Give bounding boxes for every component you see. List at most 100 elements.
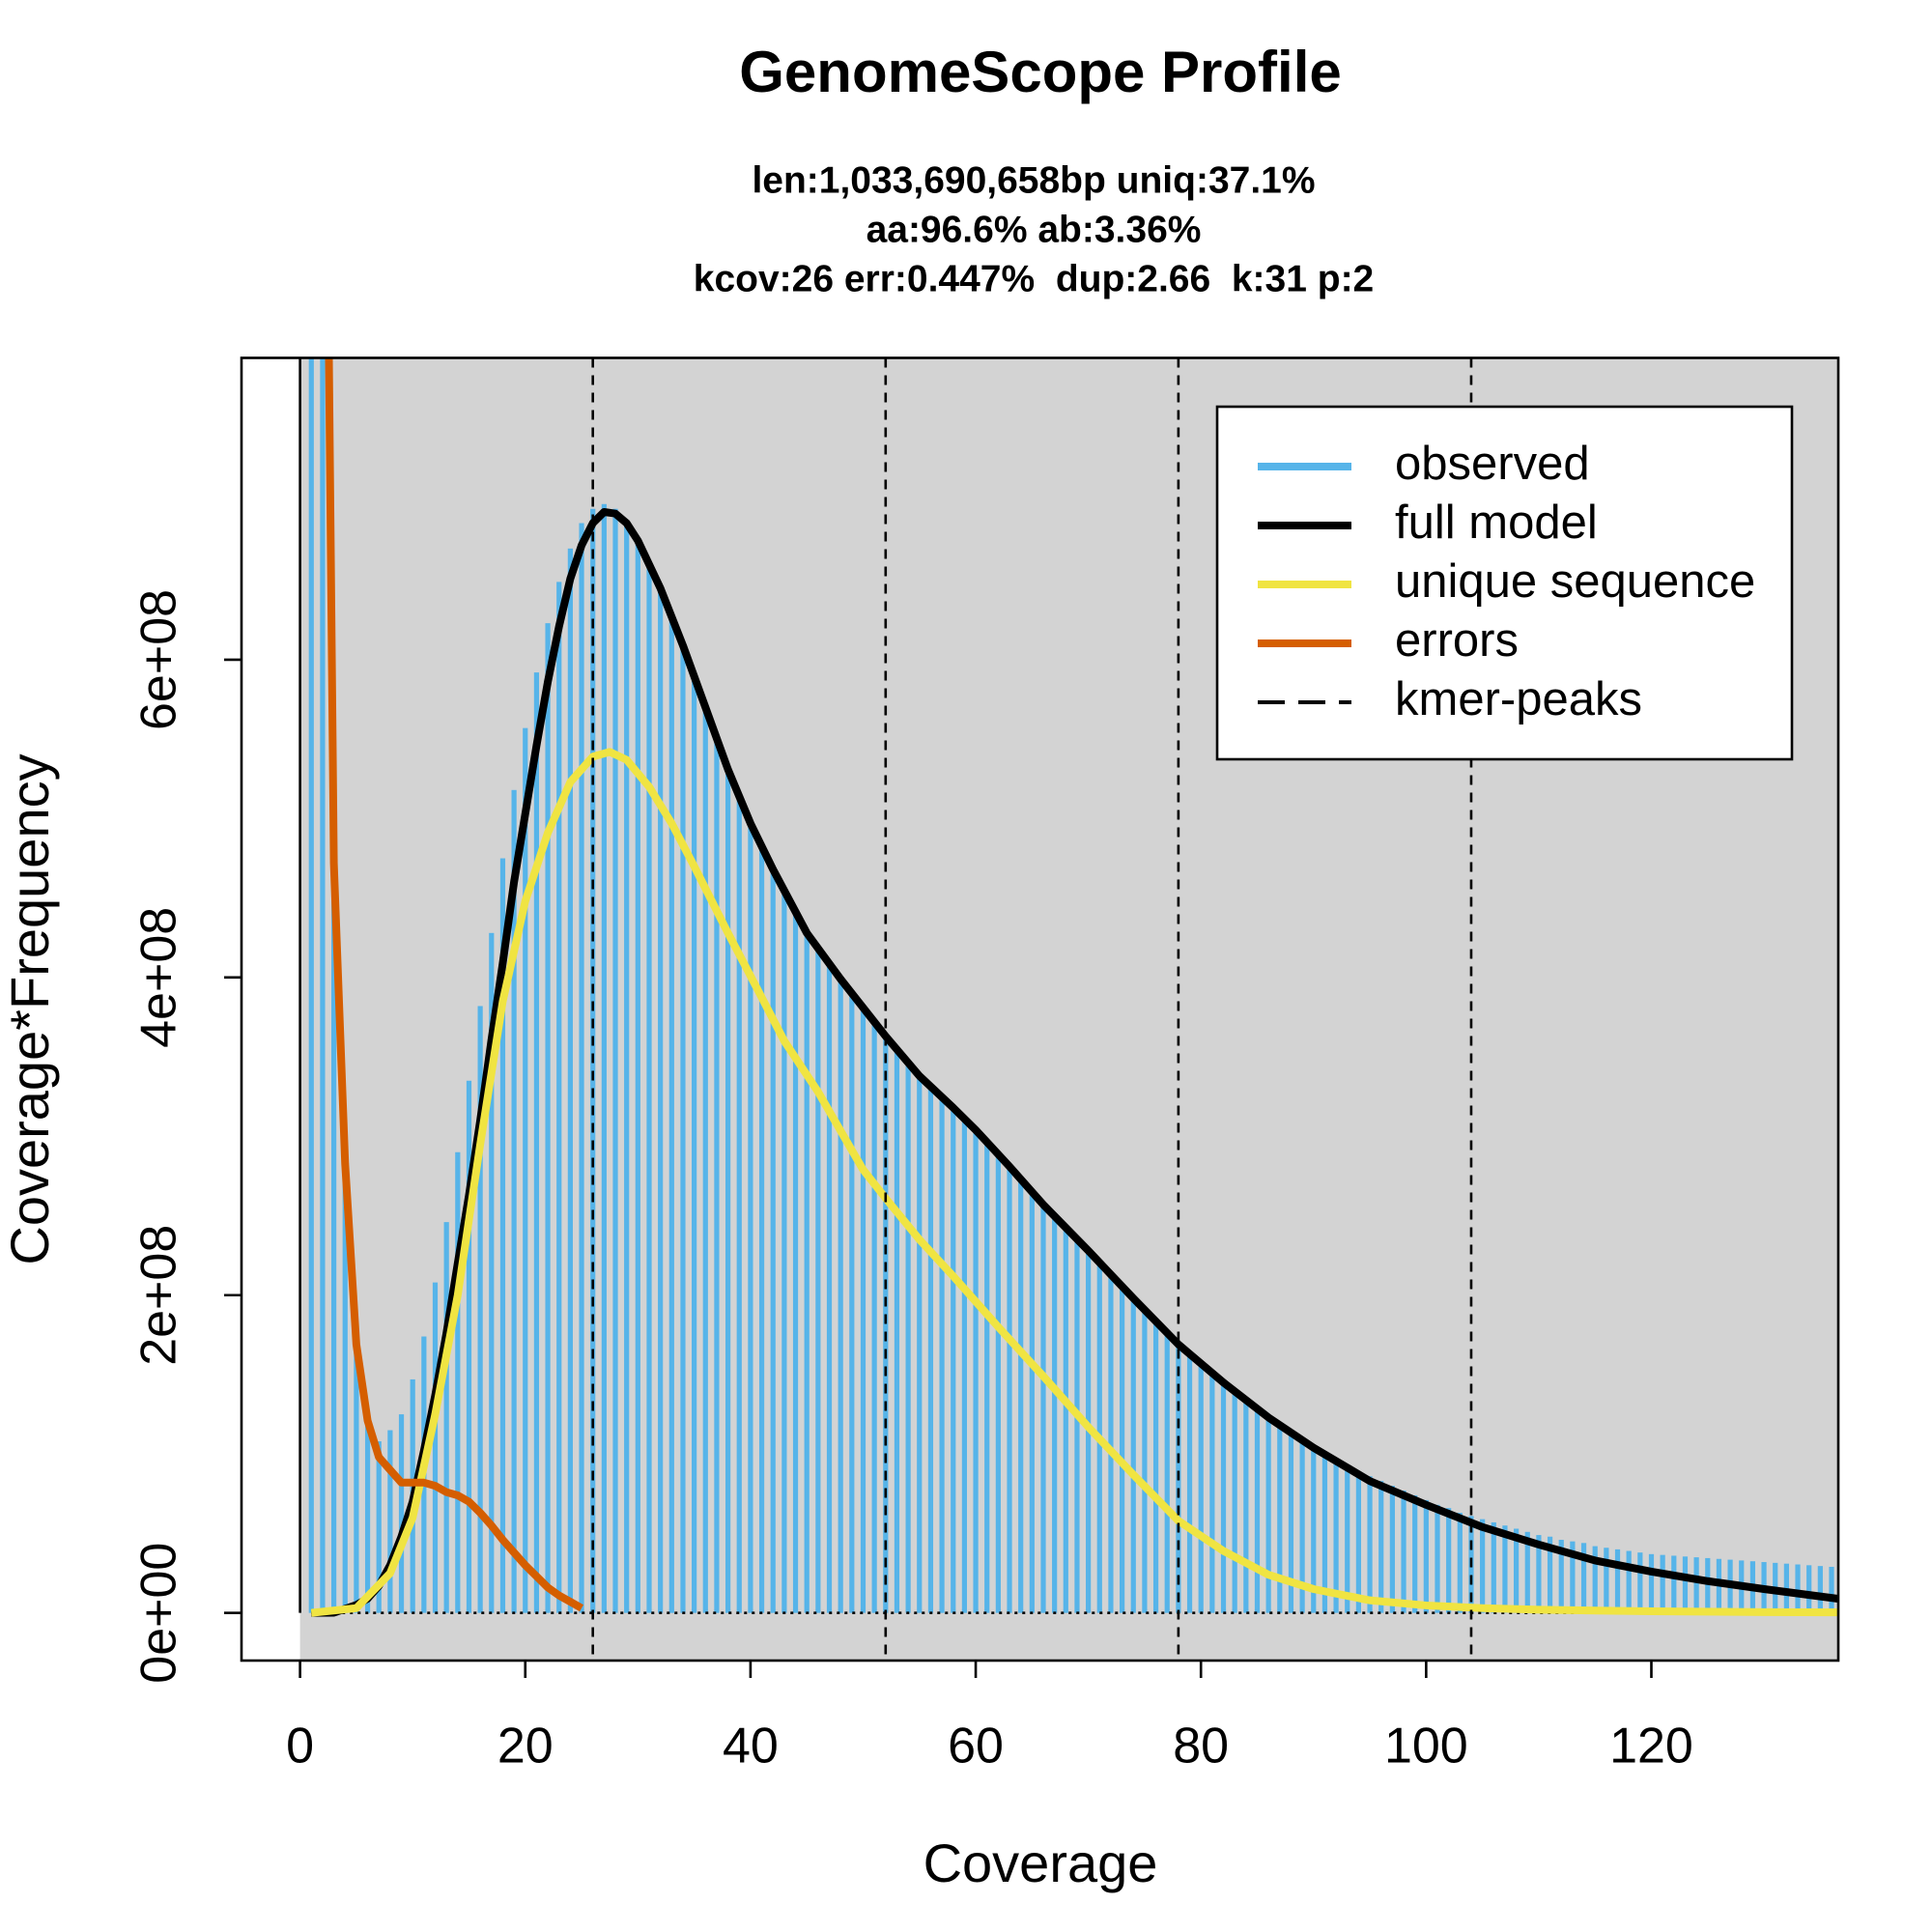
legend-label: errors bbox=[1395, 614, 1519, 667]
bar bbox=[533, 672, 540, 1613]
bar bbox=[1254, 1407, 1261, 1613]
bar bbox=[1029, 1190, 1035, 1613]
x-tick-label: 80 bbox=[1173, 1719, 1229, 1775]
bar bbox=[849, 993, 855, 1613]
bar bbox=[702, 707, 708, 1613]
bar bbox=[1333, 1459, 1339, 1613]
bar bbox=[320, 357, 326, 1613]
bar bbox=[1614, 1548, 1621, 1613]
bar bbox=[1817, 1566, 1823, 1613]
bar bbox=[1671, 1555, 1677, 1613]
x-tick-label: 40 bbox=[723, 1719, 779, 1775]
bar bbox=[308, 357, 314, 1613]
bar bbox=[1288, 1432, 1294, 1613]
bar bbox=[511, 789, 517, 1613]
bar bbox=[961, 1120, 967, 1613]
bar bbox=[455, 1151, 461, 1613]
bar bbox=[489, 932, 495, 1613]
bar bbox=[815, 949, 821, 1613]
y-tick-label: 4e+08 bbox=[131, 907, 187, 1048]
bar bbox=[838, 979, 843, 1613]
bar bbox=[1829, 1566, 1834, 1613]
y-tick-label: 0e+00 bbox=[131, 1543, 187, 1684]
bar bbox=[658, 589, 664, 1613]
bar bbox=[1074, 1237, 1080, 1613]
bar bbox=[398, 1414, 405, 1613]
bar bbox=[1209, 1371, 1215, 1613]
bar bbox=[1604, 1548, 1609, 1613]
bar bbox=[1321, 1452, 1328, 1613]
bar bbox=[883, 1036, 889, 1613]
bar bbox=[1007, 1166, 1012, 1613]
bar bbox=[1446, 1508, 1452, 1613]
bar bbox=[1378, 1481, 1384, 1613]
bar bbox=[1558, 1540, 1564, 1613]
bar bbox=[1580, 1543, 1587, 1613]
y-tick-label: 2e+08 bbox=[131, 1225, 187, 1366]
x-axis-label: Coverage bbox=[923, 1833, 1158, 1893]
y-axis-label: Coverage*Frequency bbox=[0, 753, 60, 1264]
bar bbox=[1311, 1445, 1317, 1613]
plot-frame bbox=[240, 356, 1840, 1662]
bar bbox=[330, 850, 337, 1613]
bar bbox=[646, 564, 652, 1613]
bar bbox=[984, 1142, 990, 1613]
bar bbox=[1198, 1361, 1204, 1613]
bar bbox=[1265, 1415, 1271, 1613]
bar bbox=[1389, 1486, 1395, 1613]
bar bbox=[995, 1155, 1001, 1613]
bar bbox=[376, 1441, 382, 1613]
bar bbox=[354, 1343, 359, 1613]
bar bbox=[1243, 1400, 1249, 1613]
bar bbox=[1412, 1494, 1418, 1613]
bar bbox=[1637, 1552, 1643, 1613]
bar bbox=[1018, 1178, 1024, 1613]
bar bbox=[826, 964, 833, 1613]
bar bbox=[905, 1063, 911, 1613]
bar bbox=[1693, 1557, 1699, 1613]
bar bbox=[1795, 1564, 1801, 1613]
bar bbox=[1648, 1553, 1655, 1613]
bar bbox=[1806, 1565, 1812, 1613]
bar bbox=[1592, 1546, 1598, 1613]
bar bbox=[1423, 1499, 1429, 1613]
bar bbox=[1514, 1528, 1520, 1613]
bar bbox=[1626, 1550, 1632, 1613]
bar bbox=[758, 848, 765, 1613]
bar bbox=[466, 1080, 472, 1613]
bar bbox=[1164, 1331, 1170, 1613]
bar bbox=[736, 798, 742, 1613]
bar bbox=[951, 1109, 956, 1613]
bar bbox=[1536, 1535, 1542, 1613]
bar bbox=[1491, 1521, 1496, 1613]
bar bbox=[692, 677, 697, 1613]
bar bbox=[342, 1151, 348, 1613]
bar bbox=[477, 1006, 483, 1613]
bar bbox=[1186, 1351, 1193, 1613]
subtitle: aa:96.6% ab:3.36% bbox=[867, 209, 1202, 250]
bar bbox=[1682, 1556, 1689, 1613]
legend-label: unique sequence bbox=[1395, 555, 1755, 608]
bar bbox=[556, 582, 562, 1613]
bar bbox=[1524, 1531, 1530, 1613]
bar bbox=[1232, 1390, 1237, 1613]
bar bbox=[443, 1222, 449, 1613]
bar bbox=[871, 1021, 877, 1613]
bar bbox=[1480, 1519, 1486, 1613]
bar bbox=[432, 1282, 439, 1613]
bar bbox=[1345, 1464, 1350, 1613]
bar bbox=[601, 503, 607, 1613]
bar bbox=[624, 521, 630, 1613]
bar bbox=[860, 1008, 867, 1613]
bar bbox=[668, 618, 674, 1613]
subtitle: len:1,033,690,658bp uniq:37.1% bbox=[752, 159, 1315, 201]
bar bbox=[1840, 1568, 1845, 1613]
line-3 bbox=[325, 357, 584, 1612]
bar bbox=[364, 1414, 371, 1613]
bar bbox=[1502, 1525, 1508, 1613]
bar bbox=[1130, 1298, 1136, 1613]
bar bbox=[804, 932, 810, 1613]
bar bbox=[1401, 1491, 1406, 1613]
